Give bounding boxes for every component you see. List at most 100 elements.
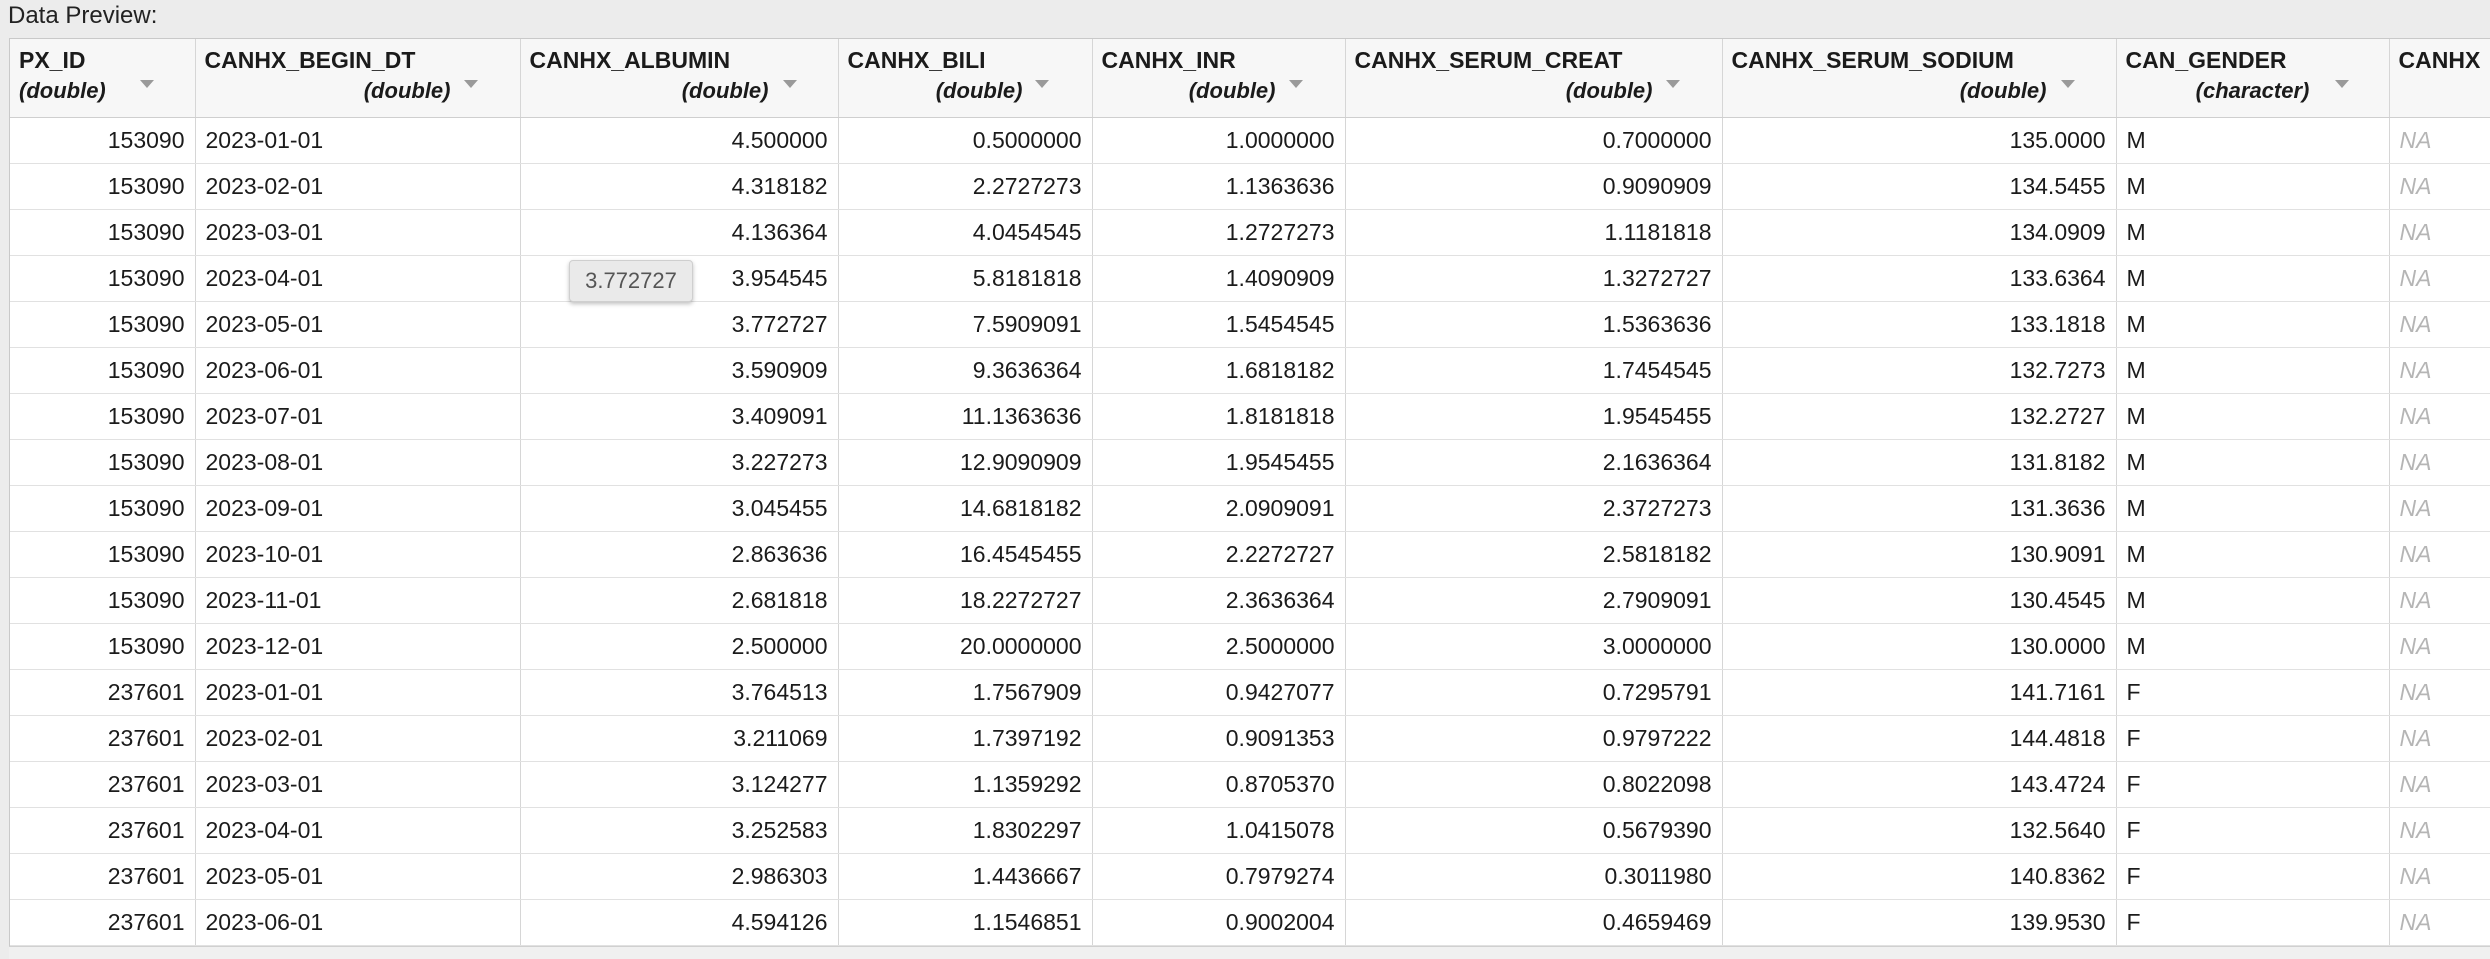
gender-cell[interactable]: M [2116, 485, 2389, 531]
serum-creat-cell[interactable]: 1.5363636 [1345, 301, 1722, 347]
px-id-cell[interactable]: 237601 [10, 807, 195, 853]
bili-cell[interactable]: 9.3636364 [838, 347, 1092, 393]
albumin-cell[interactable]: 3.124277 [520, 761, 838, 807]
begin-date-cell[interactable]: 2023-09-01 [195, 485, 520, 531]
serum-sodium-cell[interactable]: 131.8182 [1722, 439, 2116, 485]
px-id-cell[interactable]: 153090 [10, 255, 195, 301]
serum-sodium-cell[interactable]: 135.0000 [1722, 117, 2116, 163]
px-id-cell[interactable]: 153090 [10, 623, 195, 669]
canhx-cell[interactable]: NA [2389, 163, 2490, 209]
inr-cell[interactable]: 0.9091353 [1092, 715, 1345, 761]
canhx-cell[interactable]: NA [2389, 347, 2490, 393]
bili-cell[interactable]: 5.8181818 [838, 255, 1092, 301]
inr-cell[interactable]: 2.2272727 [1092, 531, 1345, 577]
gender-cell[interactable]: M [2116, 439, 2389, 485]
canhx-cell[interactable]: NA [2389, 531, 2490, 577]
bili-cell[interactable]: 1.1359292 [838, 761, 1092, 807]
px-id-cell[interactable]: 237601 [10, 715, 195, 761]
bili-cell[interactable]: 14.6818182 [838, 485, 1092, 531]
canhx-cell[interactable]: NA [2389, 899, 2490, 945]
serum-creat-cell[interactable]: 2.1636364 [1345, 439, 1722, 485]
canhx-cell[interactable]: NA [2389, 669, 2490, 715]
serum-sodium-cell[interactable]: 131.3636 [1722, 485, 2116, 531]
serum-creat-cell[interactable]: 1.7454545 [1345, 347, 1722, 393]
canhx-cell[interactable]: NA [2389, 623, 2490, 669]
begin-date-cell[interactable]: 2023-01-01 [195, 117, 520, 163]
albumin-cell[interactable]: 2.681818 [520, 577, 838, 623]
sort-icon[interactable] [1666, 80, 1680, 88]
serum-sodium-cell[interactable]: 141.7161 [1722, 669, 2116, 715]
begin-date-cell[interactable]: 2023-04-01 [195, 807, 520, 853]
column-header-can-gender[interactable]: CAN_GENDER (character) [2116, 39, 2389, 117]
begin-date-cell[interactable]: 2023-05-01 [195, 301, 520, 347]
inr-cell[interactable]: 1.8181818 [1092, 393, 1345, 439]
serum-creat-cell[interactable]: 2.5818182 [1345, 531, 1722, 577]
sort-icon[interactable] [2061, 80, 2075, 88]
albumin-cell[interactable]: 2.500000 [520, 623, 838, 669]
px-id-cell[interactable]: 153090 [10, 393, 195, 439]
serum-sodium-cell[interactable]: 134.5455 [1722, 163, 2116, 209]
serum-creat-cell[interactable]: 1.1181818 [1345, 209, 1722, 255]
albumin-cell[interactable]: 4.500000 [520, 117, 838, 163]
sort-icon[interactable] [464, 80, 478, 88]
inr-cell[interactable]: 1.1363636 [1092, 163, 1345, 209]
serum-creat-cell[interactable]: 0.3011980 [1345, 853, 1722, 899]
sort-icon[interactable] [140, 80, 154, 88]
canhx-cell[interactable]: NA [2389, 209, 2490, 255]
px-id-cell[interactable]: 153090 [10, 117, 195, 163]
begin-date-cell[interactable]: 2023-08-01 [195, 439, 520, 485]
serum-creat-cell[interactable]: 0.7000000 [1345, 117, 1722, 163]
serum-creat-cell[interactable]: 2.7909091 [1345, 577, 1722, 623]
gender-cell[interactable]: M [2116, 347, 2389, 393]
inr-cell[interactable]: 2.3636364 [1092, 577, 1345, 623]
gender-cell[interactable]: F [2116, 761, 2389, 807]
albumin-cell[interactable]: 4.318182 [520, 163, 838, 209]
column-header-px-id[interactable]: PX_ID (double) [10, 39, 195, 117]
inr-cell[interactable]: 2.0909091 [1092, 485, 1345, 531]
sort-icon[interactable] [783, 80, 797, 88]
bili-cell[interactable]: 18.2272727 [838, 577, 1092, 623]
serum-sodium-cell[interactable]: 133.6364 [1722, 255, 2116, 301]
bili-cell[interactable]: 0.5000000 [838, 117, 1092, 163]
bili-cell[interactable]: 4.0454545 [838, 209, 1092, 255]
serum-creat-cell[interactable]: 0.5679390 [1345, 807, 1722, 853]
horizontal-scrollbar[interactable] [9, 946, 2490, 959]
serum-sodium-cell[interactable]: 132.2727 [1722, 393, 2116, 439]
px-id-cell[interactable]: 153090 [10, 301, 195, 347]
px-id-cell[interactable]: 153090 [10, 163, 195, 209]
albumin-cell[interactable]: 4.594126 [520, 899, 838, 945]
gender-cell[interactable]: M [2116, 301, 2389, 347]
albumin-cell[interactable]: 3.409091 [520, 393, 838, 439]
bili-cell[interactable]: 7.5909091 [838, 301, 1092, 347]
sort-icon[interactable] [1035, 80, 1049, 88]
begin-date-cell[interactable]: 2023-06-01 [195, 347, 520, 393]
px-id-cell[interactable]: 237601 [10, 669, 195, 715]
px-id-cell[interactable]: 237601 [10, 899, 195, 945]
px-id-cell[interactable]: 153090 [10, 485, 195, 531]
begin-date-cell[interactable]: 2023-12-01 [195, 623, 520, 669]
serum-creat-cell[interactable]: 0.4659469 [1345, 899, 1722, 945]
gender-cell[interactable]: F [2116, 669, 2389, 715]
begin-date-cell[interactable]: 2023-04-01 [195, 255, 520, 301]
bili-cell[interactable]: 1.8302297 [838, 807, 1092, 853]
canhx-cell[interactable]: NA [2389, 117, 2490, 163]
serum-sodium-cell[interactable]: 140.8362 [1722, 853, 2116, 899]
albumin-cell[interactable]: 3.772727 [520, 301, 838, 347]
bili-cell[interactable]: 1.4436667 [838, 853, 1092, 899]
inr-cell[interactable]: 1.4090909 [1092, 255, 1345, 301]
gender-cell[interactable]: M [2116, 209, 2389, 255]
sort-icon[interactable] [1289, 80, 1303, 88]
serum-sodium-cell[interactable]: 143.4724 [1722, 761, 2116, 807]
gender-cell[interactable]: F [2116, 853, 2389, 899]
